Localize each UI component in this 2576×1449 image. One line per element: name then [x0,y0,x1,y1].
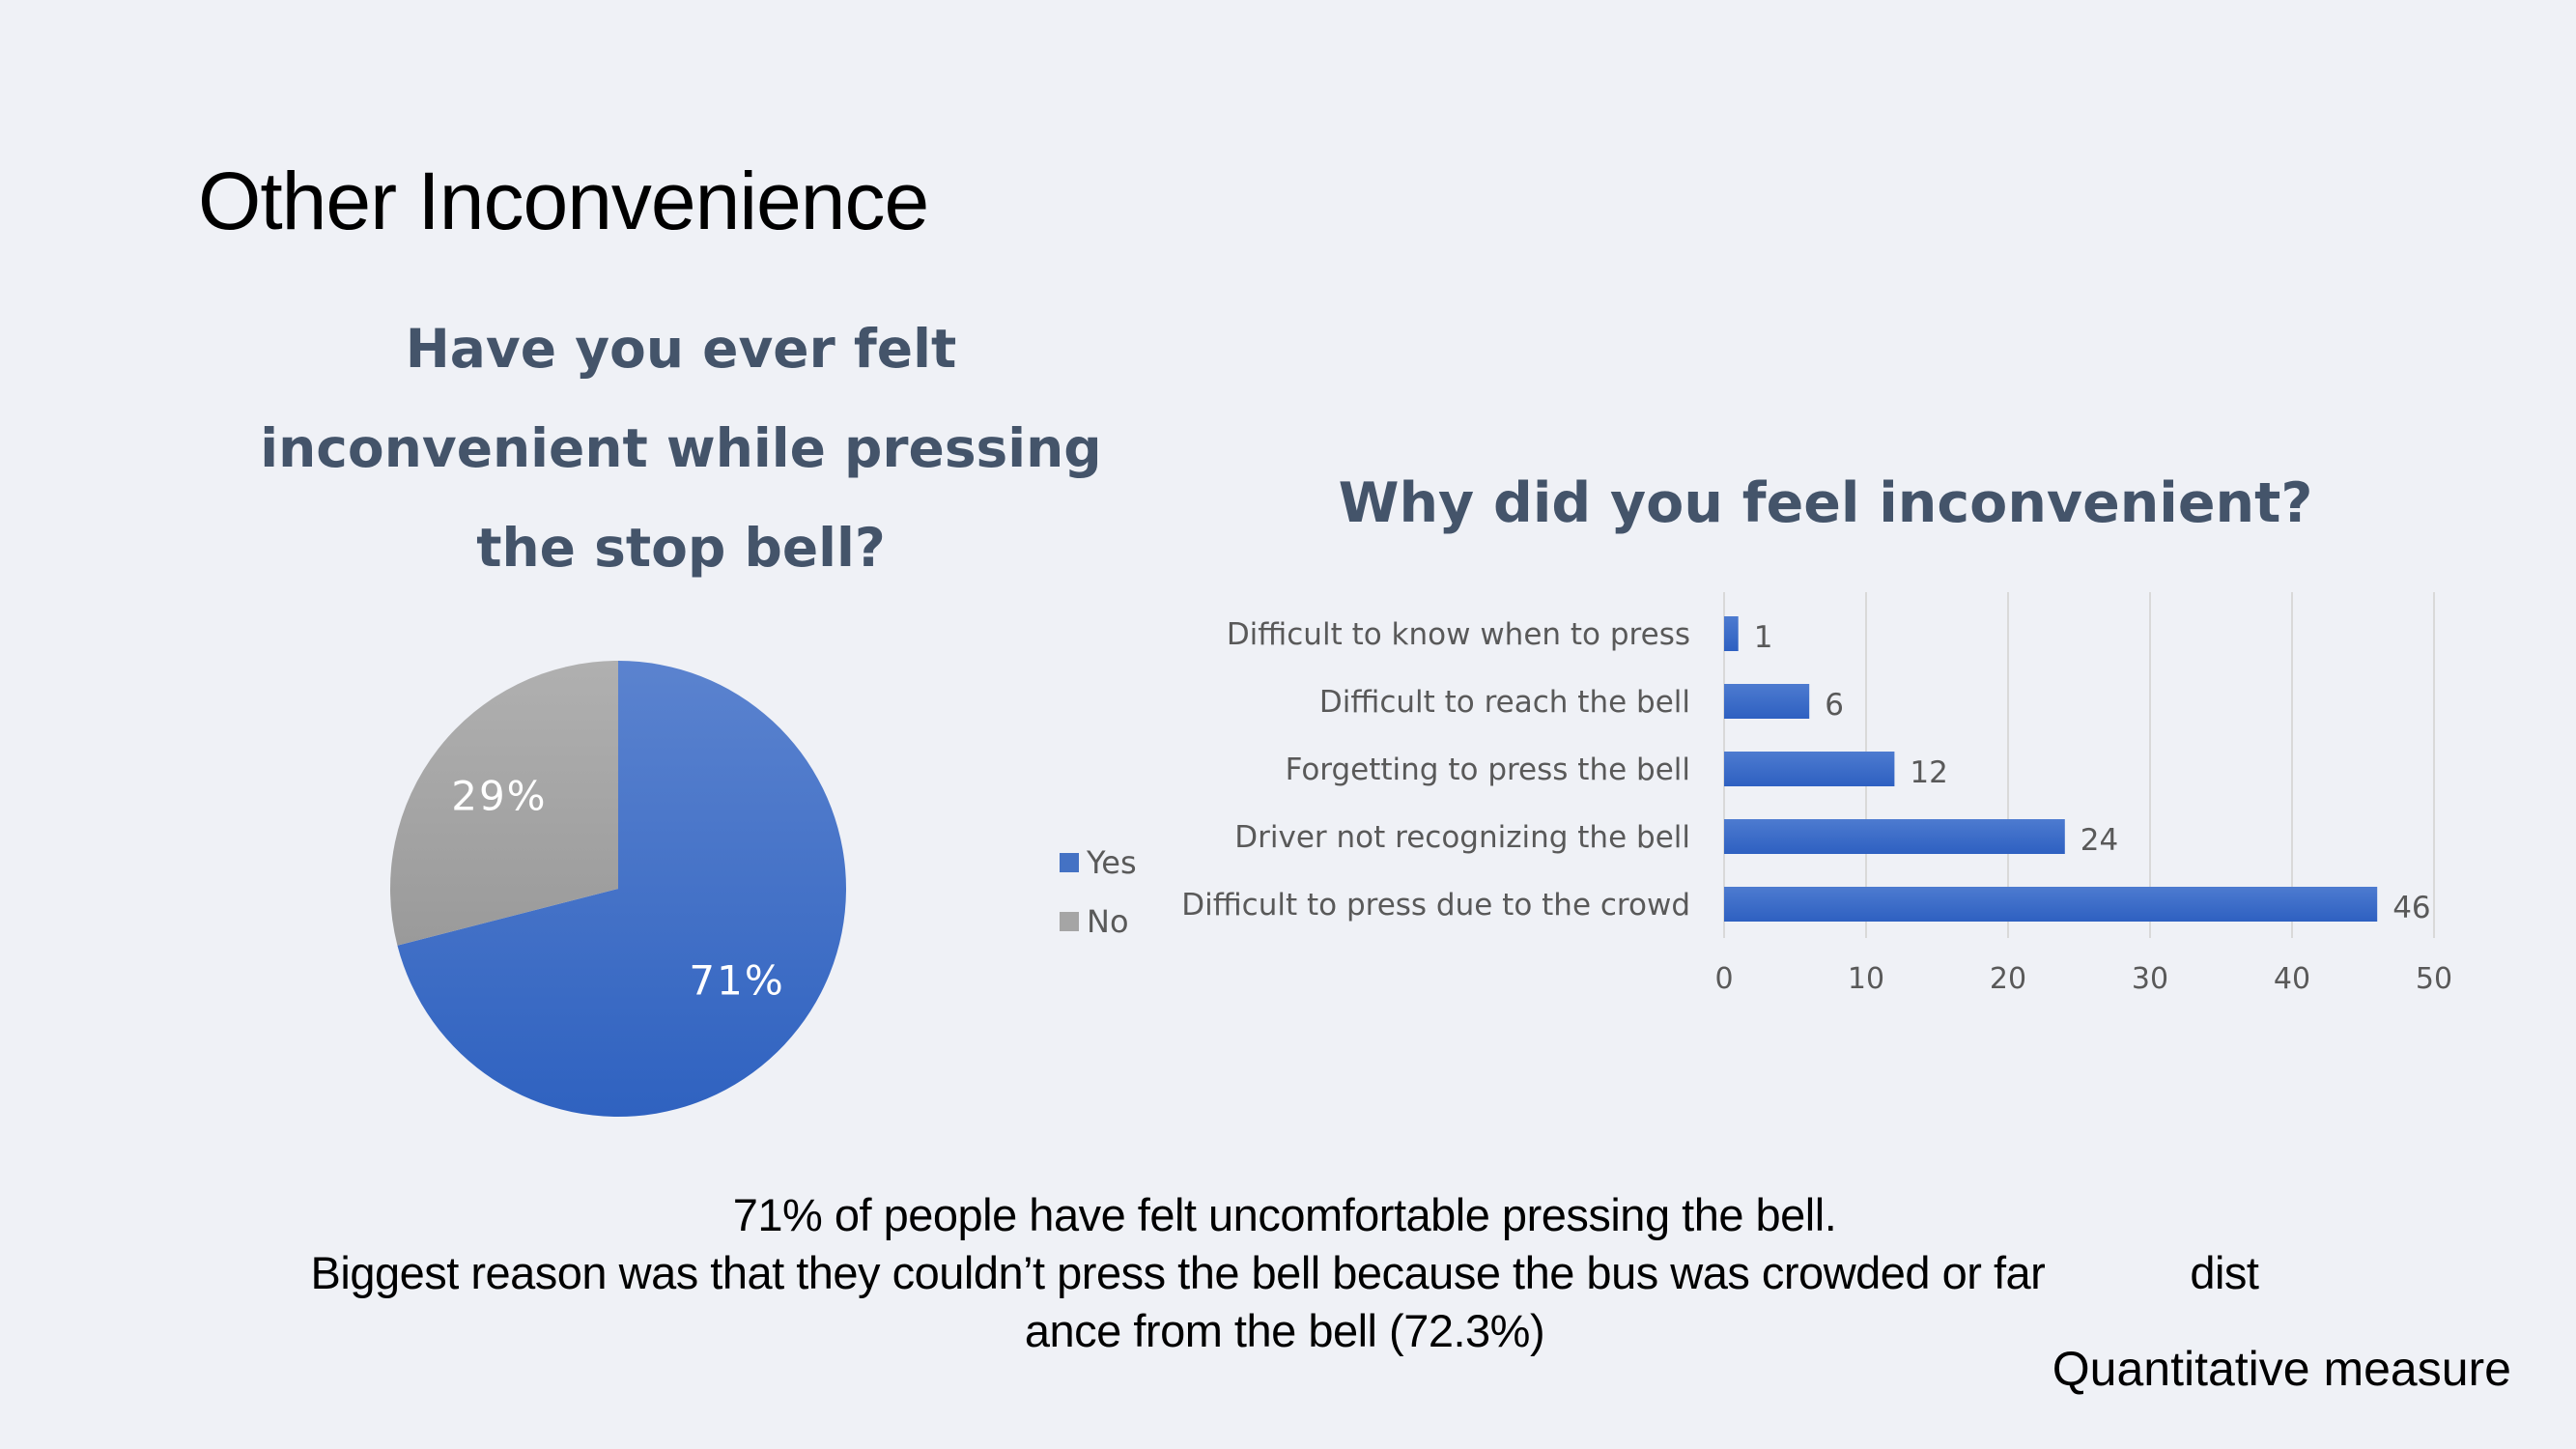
bar-value-label: 6 [1825,688,1844,723]
x-tick-label: 10 [1848,962,1884,996]
category-label: Difficult to reach the bell [1319,685,1690,720]
summary-line-3: ance from the bell (72.3%) [1024,1305,1545,1356]
pie-data-label: 29% [451,773,547,820]
legend-label: Yes [1087,843,1137,881]
bar-value-label: 24 [2081,823,2118,858]
slide-title: Other Inconvenience [198,156,929,246]
summary-text-part: Biggest reason was that they couldn’t pr… [310,1247,1514,1298]
pie-chart-title: Have you ever felt inconvenient while pr… [251,299,1111,598]
x-tick-label: 50 [2416,962,2452,996]
legend-item-no: No [1060,892,1137,951]
x-tick-label: 20 [1990,962,2026,996]
x-tick-label: 0 [1714,962,1733,996]
x-tick-label: 40 [2274,962,2310,996]
pie-title-line: the stop bell? [476,517,886,579]
bar-value-label: 46 [2392,891,2430,925]
bar-chart-title: Why did you feel inconvenient? [1338,471,2313,535]
legend-item-yes: Yes [1060,833,1137,892]
summary-highlight: 71% [732,1189,823,1240]
bar [1724,616,1739,651]
category-label: Difficult to know when to press [1227,617,1690,652]
quantitative-measure-tag: Quantitative measure [2052,1342,2511,1396]
summary-line-1: 71% of people have felt uncomfortable pr… [193,1186,2376,1244]
pie-data-label: 71% [689,956,784,1004]
bar [1724,684,1810,719]
pie-legend: Yes No [1060,833,1137,951]
pie-title-line: Have you ever felt [405,318,957,380]
x-tick-label: 30 [2132,962,2168,996]
pie-chart: 71% 29% [390,661,846,1117]
bar [1724,752,1895,786]
bar [1724,887,2378,922]
legend-swatch-gray [1060,911,1079,931]
legend-label: No [1087,902,1129,940]
bar [1724,819,2065,854]
legend-swatch-blue [1060,852,1079,872]
pie-title-line: inconvenient while pressing [260,417,1102,479]
category-label: Driver not recognizing the bell [1234,820,1690,855]
summary-line-2: Biggest reason was that they couldn’t pr… [193,1244,2376,1302]
bar-value-label: 12 [1910,755,1947,790]
pie-slice-no [390,661,618,946]
summary-text: 71% of people have felt uncomfortable pr… [193,1186,2376,1360]
bar-value-label: 1 [1754,620,1773,655]
category-label: Difficult to press due to the crowd [1181,888,1690,923]
category-label: Forgetting to press the bell [1286,753,1690,787]
summary-text-part: of people have felt uncomfortable pressi… [822,1189,1837,1240]
pie-slice-yes [397,661,846,1117]
bar-chart: Difficult to know when to press Difficult… [1181,592,2452,996]
summary-emphasis: the bus was crowded or far [1513,1247,2046,1298]
summary-text-part: dist [2190,1247,2259,1298]
